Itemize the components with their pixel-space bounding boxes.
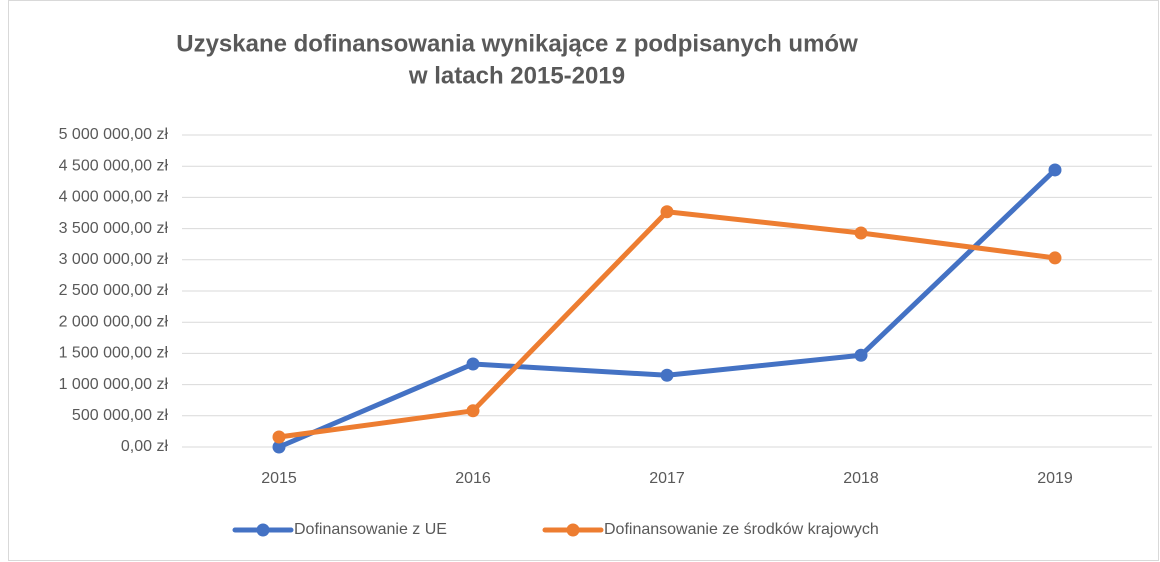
y-tick-label: 3 500 000,00 zł (59, 220, 169, 237)
y-tick-label: 2 000 000,00 zł (59, 313, 169, 330)
y-tick-label: 0,00 zł (121, 438, 169, 455)
data-point (854, 348, 868, 362)
data-point (1048, 251, 1062, 265)
data-point (1048, 163, 1062, 177)
data-point (660, 205, 674, 219)
data-point (466, 404, 480, 418)
x-tick-label: 2015 (261, 470, 297, 487)
x-tick-label: 2017 (649, 470, 685, 487)
chart-border (8, 0, 1159, 561)
legend-label: Dofinansowanie z UE (294, 521, 447, 538)
x-tick-label: 2019 (1037, 470, 1073, 487)
y-tick-label: 4 000 000,00 zł (59, 189, 169, 206)
legend-marker (566, 523, 580, 537)
x-tick-label: 2018 (843, 470, 879, 487)
x-tick-label: 2016 (455, 470, 491, 487)
legend-marker (256, 523, 270, 537)
data-point (854, 226, 868, 240)
y-tick-label: 3 000 000,00 zł (59, 251, 169, 268)
y-tick-label: 2 500 000,00 zł (59, 282, 169, 299)
data-point (272, 440, 286, 454)
legend-label: Dofinansowanie ze środków krajowych (604, 521, 879, 538)
chart-title: Uzyskane dofinansowania wynikające z pod… (176, 30, 858, 57)
y-tick-label: 5 000 000,00 zł (59, 126, 169, 143)
data-point (466, 357, 480, 371)
y-tick-label: 1 500 000,00 zł (59, 345, 169, 362)
y-tick-label: 1 000 000,00 zł (59, 376, 169, 393)
y-tick-label: 500 000,00 zł (72, 407, 169, 424)
data-point (660, 368, 674, 382)
y-tick-label: 4 500 000,00 zł (59, 157, 169, 174)
data-point (272, 430, 286, 444)
chart-title: w latach 2015-2019 (408, 62, 625, 89)
